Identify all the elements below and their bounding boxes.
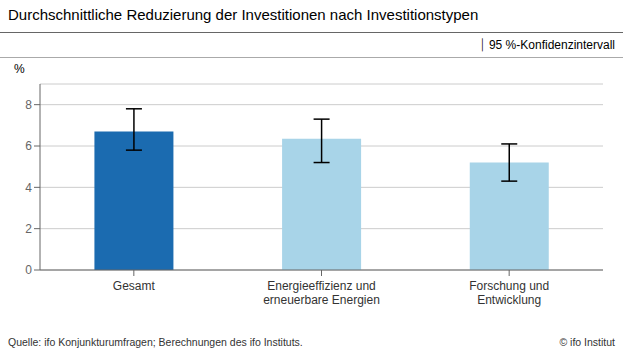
svg-text:Gesamt: Gesamt	[113, 279, 156, 293]
svg-text:2: 2	[25, 222, 32, 236]
svg-text:4: 4	[25, 181, 32, 195]
svg-text:6: 6	[25, 139, 32, 153]
html-text:Durchschnittliche Reduzierung: Durchschnittliche Reduzierung der Invest…	[8, 6, 479, 23]
html-text:⏐ 95 %-Konfidenzintervall: ⏐ 95 %-Konfidenzintervall	[478, 38, 615, 52]
html-text:© ifo Institut: © ifo Institut	[559, 336, 615, 348]
svg-text:Forschung undEntwicklung: Forschung undEntwicklung	[469, 279, 549, 307]
svg-text:8: 8	[25, 98, 32, 112]
html-text:Quelle: ifo Konjunkturumfragen: Quelle: ifo Konjunkturumfragen; Berechnu…	[8, 336, 303, 348]
svg-text:0: 0	[25, 263, 32, 277]
svg-text:Energieeffizienz underneuerbar: Energieeffizienz underneuerbare Energien	[263, 279, 380, 307]
